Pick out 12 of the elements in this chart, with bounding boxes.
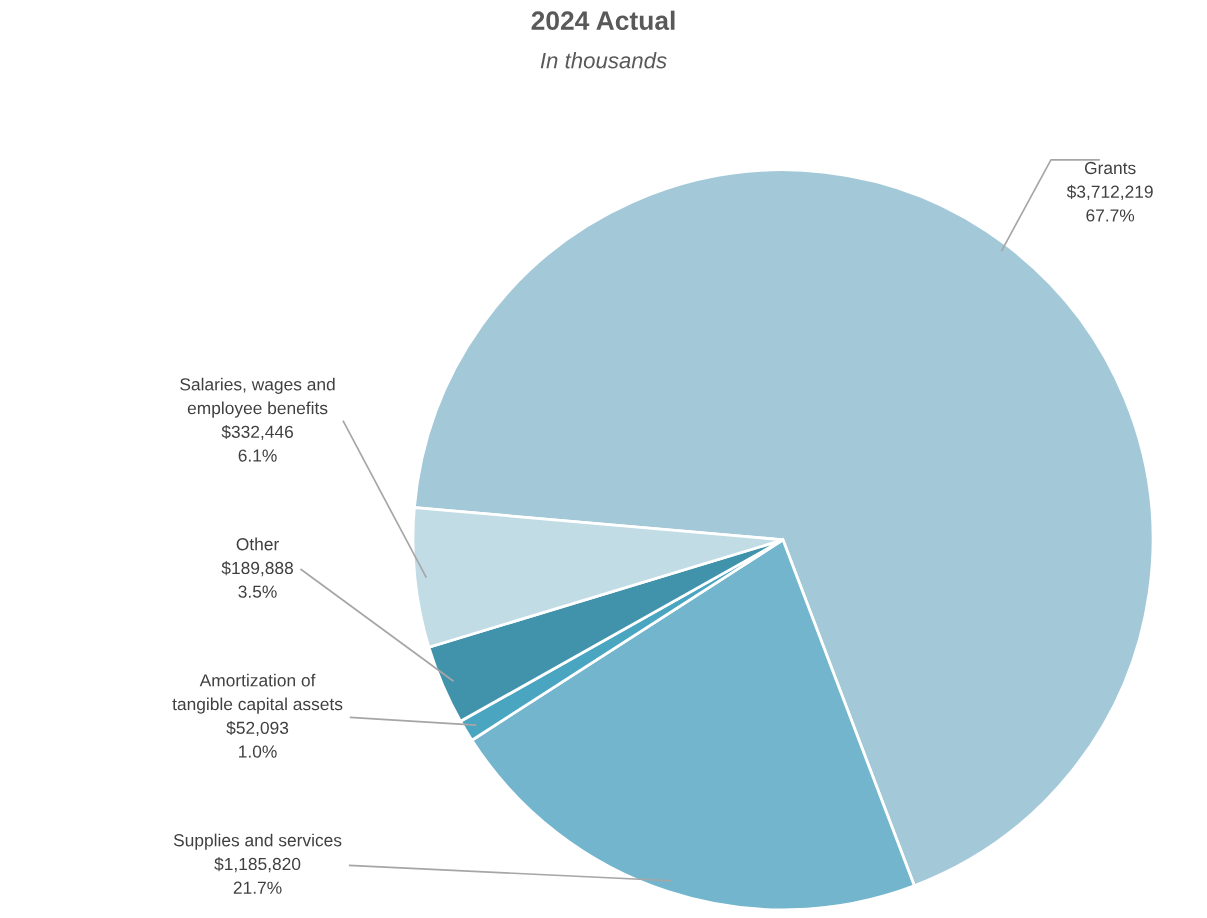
- data-label: $189,888 3.5%: [221, 561, 293, 598]
- data-label: $52,093 1.0%: [226, 720, 289, 758]
- slice-label: Salaries, wages and employee benefits: [180, 377, 335, 418]
- data-label: $3,712,219 67.7%: [1066, 184, 1153, 222]
- slice-label: Other: [236, 537, 279, 551]
- data-label: $332,446 6.1%: [221, 424, 293, 462]
- data-label: $1,185,820 21.7%: [214, 857, 301, 894]
- slice-label: Supplies and services: [173, 833, 342, 850]
- slice-label: Grants: [1084, 161, 1136, 175]
- slice-label: Amortization of tangible capital assets: [172, 673, 343, 714]
- chart-subtitle: In thousands: [540, 52, 667, 69]
- chart-title: 2024 Actual: [531, 10, 675, 31]
